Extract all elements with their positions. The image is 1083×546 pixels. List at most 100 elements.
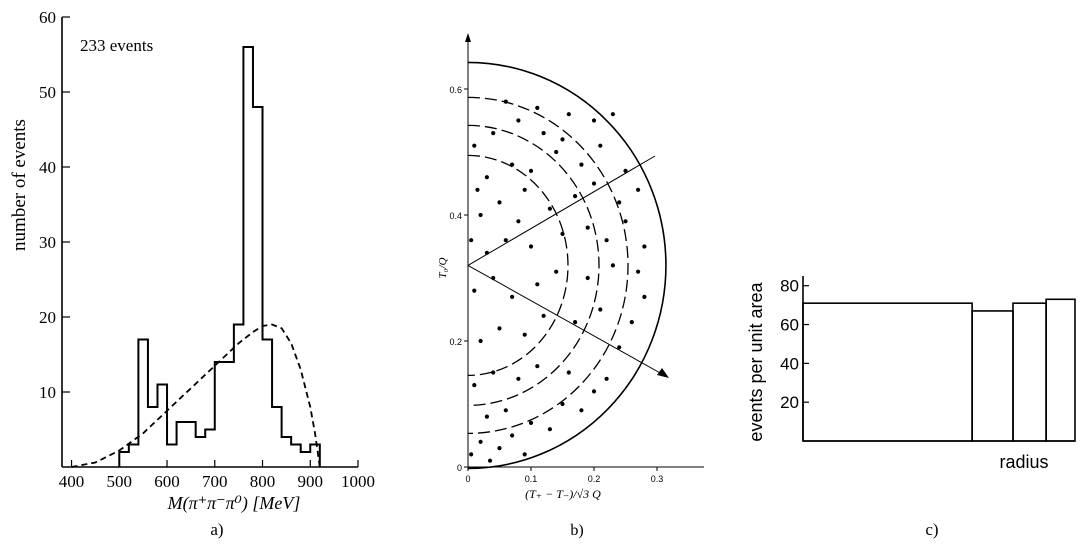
panel-c-axes <box>802 276 1075 442</box>
panel-b-point <box>560 231 565 236</box>
panel-c-bar <box>1045 298 1076 442</box>
panel-a-x-tick-label: 400 <box>59 472 85 491</box>
panel-b-point <box>509 433 515 438</box>
panel-b-ylabel: T₀/Q <box>437 257 449 278</box>
panel-b-point <box>591 181 597 186</box>
panel-c-ticks: 20 40 60 80 <box>780 277 809 412</box>
panel-b-point <box>509 294 515 299</box>
panel-b-point <box>503 99 508 104</box>
panel-b-ticks: 0 0.2 0.4 0.6 0 0.1 0.2 0.3 <box>449 85 663 484</box>
panel-b-point <box>478 338 483 344</box>
panel-b-point <box>472 288 477 293</box>
panel-b-point <box>579 408 584 413</box>
panel-b-arrow-line <box>467 264 663 375</box>
panel-b-point <box>516 219 521 224</box>
panel-a-x-tick-label: 500 <box>107 472 133 491</box>
panel-a-y-tick-label: 60 <box>39 8 56 27</box>
panel-b-point <box>560 137 565 142</box>
panel-b-point <box>516 376 521 381</box>
panel-b-caption: b) <box>570 522 583 539</box>
panel-b-point <box>472 383 477 388</box>
panel-b-point <box>604 238 609 243</box>
panel-a-y-tick-label: 10 <box>39 383 56 402</box>
panel-b-contour <box>467 154 569 377</box>
panel-c-y-tick-label: 60 <box>780 316 799 335</box>
panel-b-arrowhead <box>657 368 669 378</box>
panel-b-point <box>541 313 546 318</box>
panel-a-caption: a) <box>210 520 223 539</box>
panel-a-annotation: 233 events <box>80 36 153 55</box>
panel-b-point <box>472 143 477 148</box>
panel-c-y-tick-label: 20 <box>780 393 799 412</box>
panel-b-point <box>623 219 628 224</box>
panel-b-point <box>585 225 590 230</box>
panel-b-axes <box>465 33 704 468</box>
panel-b-boundary <box>467 61 667 470</box>
panel-a-x-tick-label: 800 <box>250 472 276 491</box>
panel-b-point <box>554 149 559 155</box>
panel-a-y-tick-label: 20 <box>39 308 56 327</box>
panel-b-point <box>469 238 474 243</box>
panel-b-point <box>478 439 483 444</box>
panel-b-point <box>522 332 527 337</box>
panel-b-point <box>591 118 597 123</box>
panel-b-point <box>610 263 616 268</box>
panel-a-x-tick-label: 700 <box>202 472 228 491</box>
panel-c-bar <box>971 310 1014 442</box>
panel-b-y-tick-label: 0.2 <box>449 337 462 347</box>
panel-b-point <box>642 244 647 249</box>
panel-b-point <box>547 427 553 432</box>
panel-b-point <box>497 200 502 205</box>
panel-a-x-tick-label: 600 <box>154 472 180 491</box>
panel-b-point <box>503 238 508 243</box>
panel-b-point <box>598 143 603 148</box>
panel-a-y-tick-label: 40 <box>39 158 56 177</box>
panel-b-point <box>566 370 571 375</box>
panel-b-x-tick-label: 0.2 <box>588 474 601 484</box>
panel-b-point <box>636 269 641 274</box>
panel-b-point <box>497 446 502 451</box>
panel-a-y-tick-label: 30 <box>39 233 56 252</box>
panel-b-y-tick-label: 0.6 <box>449 85 462 95</box>
panel-b-point <box>528 420 534 425</box>
panel-c-xlabel: radius <box>999 452 1048 472</box>
panel-a-histogram: 10 20 30 40 50 60 400 500 600 700 800 900 1000 233 e… <box>9 8 375 539</box>
panel-a-series <box>71 46 321 468</box>
panel-b-point <box>617 345 622 350</box>
panel-a-y-tick-label: 50 <box>39 83 56 102</box>
panel-b-point <box>484 250 489 255</box>
panel-b-point <box>623 168 628 173</box>
panel-b-ray <box>467 155 656 266</box>
panel-b-point <box>535 282 540 287</box>
panel-b-point <box>484 175 489 180</box>
panel-b-point <box>475 187 480 192</box>
panel-b-point <box>535 105 540 110</box>
panel-b-point <box>487 458 493 463</box>
panel-a-ticks: 10 20 30 40 50 60 400 500 600 700 800 900 1000 <box>39 8 375 491</box>
panel-b-point <box>579 162 584 167</box>
panel-b-y-arrow <box>465 33 471 42</box>
panel-b-point <box>585 275 590 281</box>
panel-b-point <box>516 118 521 123</box>
panel-b-xlabel: (T₊ − T₋)/√3 Q <box>525 487 601 501</box>
panel-b-point <box>604 376 609 381</box>
panel-c-caption: c) <box>925 520 938 539</box>
panel-b-curves <box>467 61 669 470</box>
panel-a-x-tick-label: 1000 <box>341 472 375 491</box>
panel-a-axes <box>61 17 358 468</box>
panel-b-point <box>497 326 502 331</box>
panel-b-point <box>484 414 489 419</box>
panel-c-y-tick-label: 40 <box>780 354 799 373</box>
panel-b-point <box>503 408 508 413</box>
panel-a-dashed-curve <box>71 323 321 468</box>
panel-c-y-tick-label: 80 <box>780 277 799 296</box>
panel-a-xlabel: M(π⁺π⁻π⁰) [MeV] <box>167 493 301 514</box>
panel-b-point <box>491 370 496 375</box>
panel-b-point <box>573 194 578 199</box>
panel-b-contour <box>467 96 629 435</box>
panel-b-x-tick-label: 0.3 <box>651 474 664 484</box>
panel-b-point <box>469 452 474 457</box>
panel-b-y-tick-label: 0 <box>457 463 462 473</box>
panel-c-bar <box>802 302 973 442</box>
